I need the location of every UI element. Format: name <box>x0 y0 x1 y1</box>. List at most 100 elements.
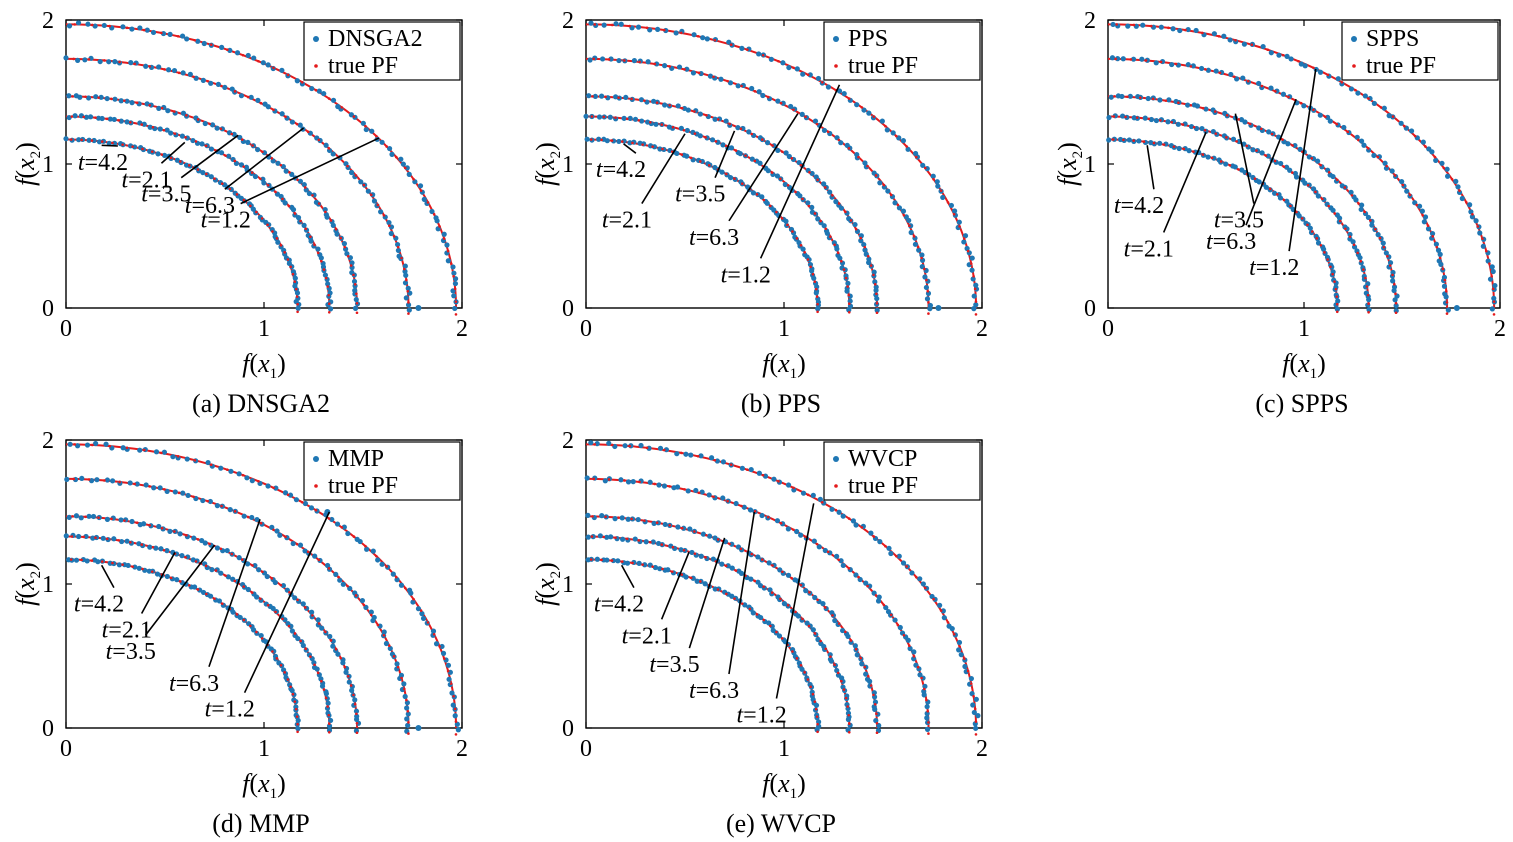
x-tick-label: 2 <box>456 736 468 762</box>
true-pf-point <box>352 273 355 277</box>
algorithm-point <box>923 284 930 291</box>
true-pf-point <box>230 132 234 136</box>
algorithm-point <box>300 642 306 649</box>
true-pf-point <box>1300 217 1304 220</box>
algorithm-point <box>785 482 792 488</box>
algorithm-point <box>334 231 340 237</box>
algorithm-point <box>645 59 651 65</box>
algorithm-point <box>1157 97 1163 103</box>
true-pf-point <box>150 150 154 153</box>
algorithm-point <box>218 570 224 576</box>
algorithm-point <box>150 29 157 36</box>
algorithm-point <box>420 615 427 622</box>
algorithm-point <box>632 536 638 542</box>
true-pf-point <box>426 621 430 624</box>
algorithm-point <box>272 579 278 586</box>
algorithm-point <box>1350 239 1356 245</box>
algorithm-point <box>1489 264 1495 270</box>
algorithm-point <box>748 576 754 582</box>
true-pf-point <box>317 622 321 625</box>
true-pf-point <box>725 592 728 596</box>
algorithm-point <box>1126 137 1132 143</box>
true-pf-point <box>385 565 388 568</box>
algorithm-point <box>909 570 915 576</box>
true-pf-point <box>651 565 654 568</box>
algorithm-point <box>1145 95 1151 102</box>
algorithm-point <box>911 656 917 662</box>
true-pf-point <box>322 688 326 691</box>
algorithm-point <box>297 178 304 184</box>
true-pf-point <box>419 609 423 612</box>
algorithm-point <box>759 512 765 519</box>
true-pf-point <box>241 138 244 141</box>
true-pf-point <box>973 707 977 711</box>
algorithm-point <box>613 21 619 27</box>
algorithm-point <box>1330 173 1336 180</box>
true-pf-point <box>816 310 819 314</box>
true-pf-point <box>902 633 906 637</box>
algorithm-point <box>251 55 257 61</box>
algorithm-point <box>359 597 366 604</box>
true-pf-point <box>162 548 166 552</box>
algorithm-point <box>452 713 458 719</box>
algorithm-point <box>604 557 610 563</box>
true-pf-point <box>680 451 683 455</box>
annotation-label: t=3.5 <box>141 182 191 208</box>
true-pf-point <box>352 693 355 697</box>
annotation-label: t=6.3 <box>689 678 739 704</box>
true-pf-point <box>761 558 764 561</box>
algorithm-point <box>1359 202 1365 208</box>
true-pf-point <box>739 127 743 131</box>
algorithm-point <box>1473 218 1479 224</box>
true-pf-point <box>815 542 819 546</box>
algorithm-point <box>785 572 792 578</box>
algorithm-point <box>837 255 843 261</box>
true-pf-point <box>1471 213 1474 216</box>
algorithm-point <box>179 133 186 139</box>
true-pf-point <box>1363 210 1367 214</box>
algorithm-point <box>93 94 99 100</box>
true-pf-point <box>1237 118 1241 121</box>
true-pf-point <box>820 500 824 504</box>
algorithm-point <box>892 200 898 206</box>
algorithm-point <box>675 524 681 530</box>
legend-box <box>303 441 461 501</box>
annotation-label: t=2.1 <box>1124 236 1174 262</box>
algorithm-point <box>781 601 787 607</box>
true-pf-point <box>284 535 287 539</box>
true-pf-point <box>1295 210 1298 214</box>
true-pf-point <box>620 140 624 143</box>
algorithm-point <box>872 706 878 712</box>
true-pf-point <box>781 150 784 154</box>
algorithm-point <box>1425 226 1432 232</box>
algorithm-point <box>236 471 242 477</box>
true-pf-point <box>193 458 197 462</box>
true-pf-point <box>242 618 246 622</box>
true-pf-point <box>140 123 144 126</box>
algorithm-point <box>621 115 627 121</box>
legend-marker-true-pf <box>834 484 838 488</box>
algorithm-point <box>200 497 206 504</box>
annotation-label: t=3.5 <box>1214 208 1264 234</box>
true-pf-point <box>693 132 697 135</box>
algorithm-point <box>1188 123 1195 130</box>
x-axis-label: f(x1) <box>242 769 286 802</box>
true-pf-point <box>160 153 164 156</box>
algorithm-point <box>1358 206 1364 213</box>
true-pf-point <box>375 134 378 138</box>
true-pf-point <box>288 171 291 174</box>
true-pf-point <box>847 567 851 570</box>
true-pf-point <box>407 732 410 735</box>
true-pf-point <box>206 79 209 83</box>
true-pf-point <box>392 655 396 658</box>
true-pf-point <box>196 168 200 171</box>
algorithm-point <box>1221 33 1227 39</box>
true-pf-point <box>184 136 187 139</box>
algorithm-point <box>848 639 854 645</box>
algorithm-point <box>584 475 590 481</box>
algorithm-point <box>279 111 285 117</box>
true-pf-point <box>1164 99 1168 102</box>
true-pf-point <box>872 115 876 118</box>
true-pf-point <box>714 140 718 143</box>
true-pf-point <box>1181 123 1185 126</box>
